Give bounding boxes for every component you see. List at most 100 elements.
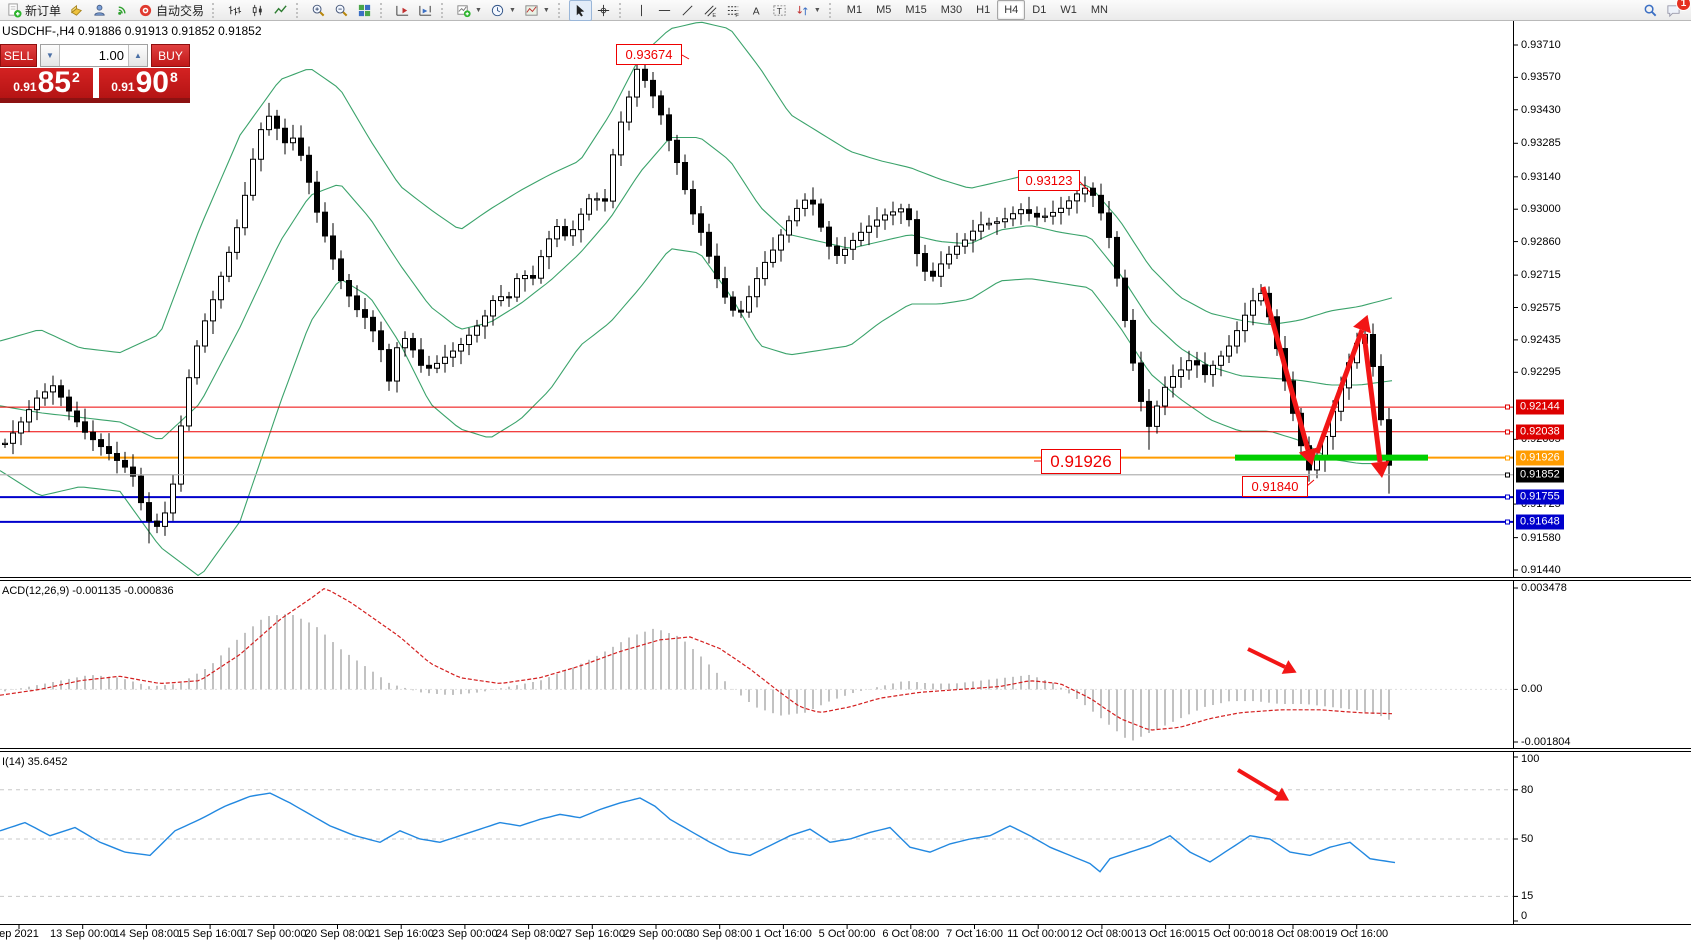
price-level-badge: 0.91755 — [1516, 489, 1564, 505]
trendline-tool[interactable] — [676, 0, 699, 21]
timeframe-d1[interactable]: D1 — [1032, 4, 1047, 16]
bar-chart-mode-button[interactable] — [223, 0, 246, 21]
text-tool[interactable]: A — [745, 0, 768, 21]
auto-scroll-icon — [395, 3, 410, 18]
annotation-arrows[interactable] — [681, 54, 1390, 801]
price-tick-label: 0.92860 — [1521, 235, 1561, 248]
symbol-ohlc-header: USDCHF-,H4 0.91886 0.91913 0.91852 0.918… — [2, 24, 262, 38]
text-label-icon: T — [772, 3, 787, 18]
signals-button[interactable] — [111, 0, 134, 21]
buy-price-display[interactable]: 0.91 90 8 — [99, 68, 190, 98]
arrow-head — [1281, 660, 1297, 674]
line-objects[interactable] — [0, 454, 1513, 476]
time-tick-label: 23 Sep 00:00 — [432, 928, 498, 940]
time-tick-label: 19 Oct 16:00 — [1325, 928, 1389, 940]
cursor-tool-button[interactable] — [568, 0, 592, 21]
price-tick-label: 0.93285 — [1521, 137, 1561, 150]
time-tick-label: 13 Oct 16:00 — [1134, 928, 1198, 940]
trade-panel-strip — [0, 98, 190, 103]
arrows-icon — [795, 3, 810, 18]
timeframe-m15[interactable]: M15 — [905, 4, 927, 16]
pane-splitter-macd[interactable] — [0, 577, 1691, 581]
volume-increase-button[interactable]: ▲ — [128, 45, 147, 66]
line-anchor-square — [1505, 404, 1510, 410]
chart-shift-button[interactable] — [414, 0, 437, 21]
templates-dropdown[interactable]: ▼ — [520, 0, 554, 21]
toolbar-grip — [296, 2, 304, 18]
toolbar-grip — [380, 2, 388, 18]
line-anchor-square — [1505, 429, 1510, 435]
timeframe-h4[interactable]: H4 — [997, 0, 1026, 20]
candlestick-mode-button[interactable] — [246, 0, 269, 21]
signal-icon — [115, 3, 130, 18]
timeframe-m30[interactable]: M30 — [940, 4, 963, 16]
arrows-dropdown[interactable]: ▼ — [791, 0, 825, 21]
time-tick-label: 14 Sep 08:00 — [113, 928, 180, 940]
horizontal-line-tool[interactable] — [653, 0, 676, 21]
horizontal-line-icon — [657, 3, 672, 18]
rsi-axis-label: 0 — [1521, 910, 1528, 922]
tile-windows-icon — [357, 3, 372, 18]
price-level-badge: 0.91852 — [1516, 467, 1564, 483]
autotrading-button[interactable]: 自动交易 — [134, 0, 208, 21]
market-watch-button[interactable] — [88, 0, 111, 21]
time-tick-label: 12 Oct 08:00 — [1070, 928, 1134, 940]
zoom-out-button[interactable] — [330, 0, 353, 21]
auto-scroll-button[interactable] — [391, 0, 414, 21]
timeframe-h1[interactable]: H1 — [976, 4, 991, 16]
trendline-icon — [680, 3, 695, 18]
volume-input[interactable]: 1.00 — [98, 48, 124, 63]
rsi-indicator-label: I(14) 35.6452 — [2, 756, 68, 768]
fibonacci-tool[interactable]: F — [722, 0, 745, 21]
annotation-label-low[interactable]: 0.91840 — [1242, 476, 1308, 497]
search-button[interactable] — [1639, 0, 1662, 21]
vertical-line-tool[interactable] — [630, 0, 653, 21]
chart-template-button[interactable] — [65, 0, 88, 21]
sell-button[interactable]: SELL — [0, 44, 37, 67]
zoom-out-icon — [334, 3, 349, 18]
arrow-head — [1298, 447, 1318, 466]
new-chart-dropdown[interactable]: ▼ — [452, 0, 486, 21]
line-anchor-square — [1505, 472, 1510, 478]
volume-decrease-button[interactable]: ▼ — [41, 45, 60, 66]
toolbar-grip — [618, 2, 627, 18]
timeframe-w1[interactable]: W1 — [1060, 4, 1077, 16]
clock-icon — [490, 3, 505, 18]
dropdown-caret-icon: ▼ — [813, 6, 821, 14]
fibonacci-icon: F — [726, 3, 741, 18]
line-chart-mode-button[interactable] — [269, 0, 292, 21]
channel-tool[interactable]: E — [699, 0, 722, 21]
rsi-axis-label: 50 — [1521, 833, 1534, 845]
text-label-tool[interactable]: T — [768, 0, 791, 21]
arrow-head — [1370, 460, 1390, 479]
pane-splitter-rsi[interactable] — [0, 748, 1691, 752]
timeframe-m1[interactable]: M1 — [846, 4, 863, 16]
time-axis-border — [0, 924, 1691, 925]
crosshair-tool-button[interactable] — [592, 0, 615, 21]
periods-dropdown[interactable]: ▼ — [486, 0, 520, 21]
tile-windows-button[interactable] — [353, 0, 376, 21]
cursor-icon — [573, 3, 588, 18]
time-tick-label: ep 2021 — [0, 928, 39, 940]
zoom-in-icon — [311, 3, 326, 18]
bar-chart-icon — [227, 3, 242, 18]
line-chart-icon — [273, 3, 288, 18]
annotation-label-support[interactable]: 0.91926 — [1041, 449, 1121, 474]
macd-indicator-label: ACD(12,26,9) -0.001135 -0.000836 — [2, 585, 174, 597]
svg-text:F: F — [735, 13, 739, 18]
gold-cube-icon — [69, 3, 84, 18]
annotation-label-high[interactable]: 0.93674 — [616, 44, 682, 65]
sell-price-display[interactable]: 0.91 85 2 — [0, 68, 93, 98]
price-tick-label: 0.93430 — [1521, 103, 1561, 116]
timeframe-mn[interactable]: MN — [1090, 4, 1108, 16]
zoom-in-button[interactable] — [307, 0, 330, 21]
rsi-axis-label: 80 — [1521, 783, 1534, 796]
channel-icon: E — [703, 3, 718, 18]
buy-button[interactable]: BUY — [151, 44, 190, 67]
annotation-label-swing-high[interactable]: 0.93123 — [1018, 170, 1080, 191]
new-order-button[interactable]: 新订单 — [3, 0, 65, 21]
horizontal-lines[interactable] — [0, 406, 1513, 523]
timeframe-m5[interactable]: M5 — [876, 4, 892, 16]
svg-text:T: T — [777, 5, 782, 15]
